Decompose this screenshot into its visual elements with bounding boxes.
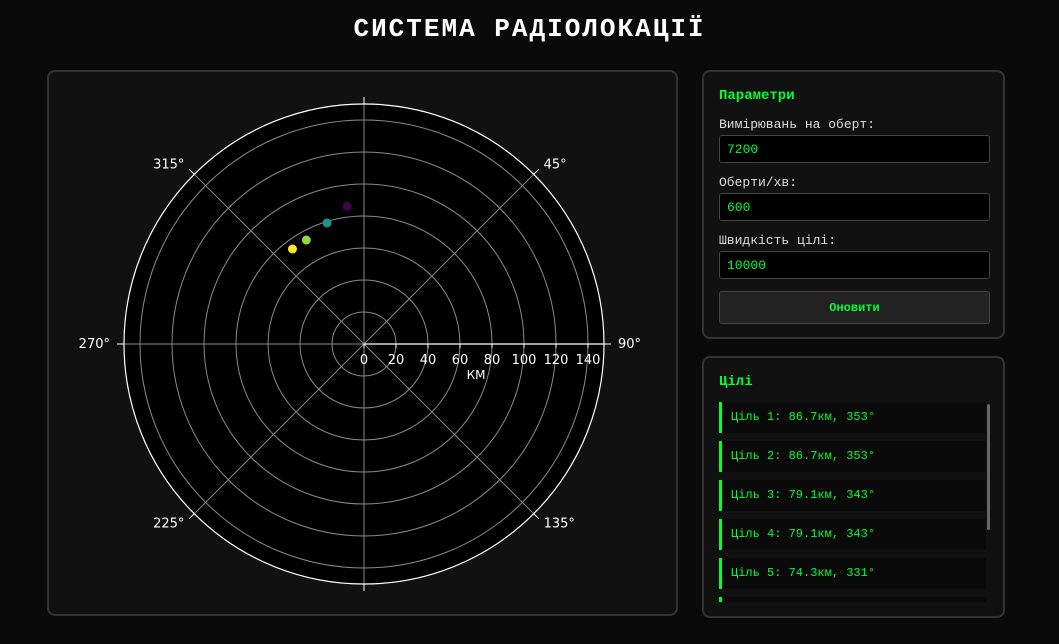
target-point — [301, 235, 311, 245]
radial-tick-label: 120 — [544, 353, 569, 368]
angular-tick-mark — [188, 513, 195, 520]
radial-tick-label: 80 — [484, 353, 501, 368]
target-point — [322, 218, 332, 228]
target-list-scrollbar[interactable] — [987, 404, 990, 530]
target-item — [719, 597, 986, 602]
angular-tick-mark — [188, 168, 195, 175]
angular-tick-mark — [533, 168, 540, 175]
target-item: Ціль 2: 86.7км, 353° — [719, 441, 986, 472]
radial-tick-label: 100 — [512, 353, 537, 368]
rpm-input[interactable] — [719, 193, 990, 221]
measurements-per-rotation-input[interactable] — [719, 135, 990, 163]
target-item: Ціль 3: 79.1км, 343° — [719, 480, 986, 511]
radial-tick-label: 60 — [452, 353, 469, 368]
angle-tick-label: 225° — [153, 517, 184, 532]
angle-tick-label: 315° — [153, 157, 184, 172]
target-speed-label: Швидкість цілі: — [719, 233, 837, 248]
target-item: Ціль 5: 74.3км, 331° — [719, 558, 986, 589]
angular-grid-line — [193, 343, 365, 515]
page-title: СИСТЕМА РАДІОЛОКАЦІЇ — [353, 14, 706, 44]
radial-tick-label: 140 — [576, 353, 601, 368]
radial-tick-label: 20 — [388, 353, 405, 368]
rpm-label: Оберти/хв: — [719, 175, 798, 190]
angular-grid-line — [193, 173, 365, 345]
target-point — [287, 244, 297, 254]
radar-chart: 45° 90° 135° 225° 270° 315° 0 20 40 60 80 100 120 140… — [79, 97, 641, 591]
targets-panel: Цілі Ціль 1: 86.7км, 353° Ціль 2: 86.7км… — [702, 356, 1005, 618]
parameters-heading: Параметри — [719, 88, 795, 104]
radial-axis-label: КМ — [467, 368, 486, 382]
angular-grid-line — [363, 173, 535, 345]
target-point — [342, 201, 352, 211]
angular-grid-line — [363, 343, 535, 515]
target-list[interactable]: Ціль 1: 86.7км, 353° Ціль 2: 86.7км, 353… — [719, 402, 986, 602]
angle-tick-label: 90° — [618, 337, 641, 352]
targets-heading: Цілі — [719, 374, 753, 390]
angle-tick-label: 270° — [79, 337, 110, 352]
radial-tick-label: 40 — [420, 353, 437, 368]
angular-tick-mark — [533, 513, 540, 520]
radial-tick-label: 0 — [360, 353, 368, 368]
angle-tick-label: 45° — [544, 157, 567, 172]
update-button[interactable]: Оновити — [719, 291, 990, 324]
angle-tick-label: 135° — [544, 517, 575, 532]
radar-panel: 45° 90° 135° 225° 270° 315° 0 20 40 60 80 100 120 140… — [47, 70, 678, 616]
parameters-panel: Параметри Вимірювань на оберт: Оберти/хв… — [702, 70, 1005, 339]
target-speed-input[interactable] — [719, 251, 990, 279]
measurements-per-rotation-label: Вимірювань на оберт: — [719, 117, 876, 132]
target-item: Ціль 1: 86.7км, 353° — [719, 402, 986, 433]
target-item: Ціль 4: 79.1км, 343° — [719, 519, 986, 550]
